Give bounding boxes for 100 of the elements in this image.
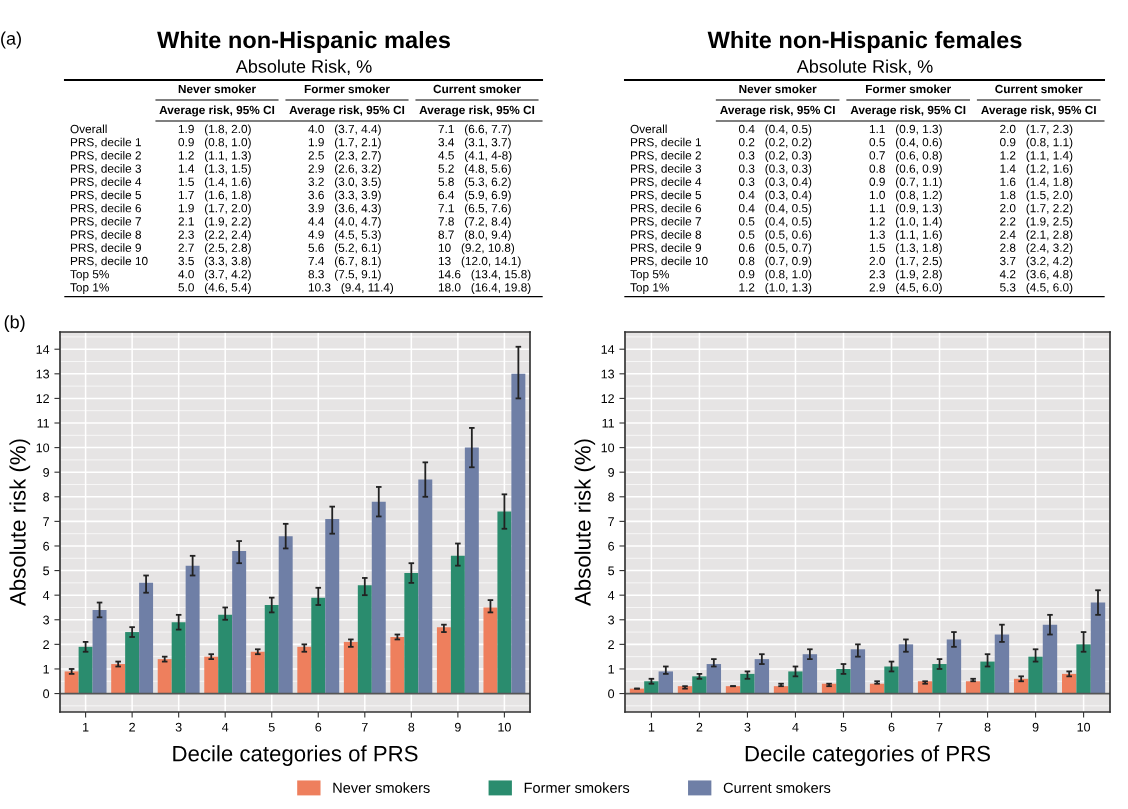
x-axis-title: Decile categories of PRS <box>745 745 990 766</box>
y-tick-label: 13 <box>36 369 50 379</box>
text: 1.9 (1.7, 2.1) <box>308 137 381 149</box>
text: 1.9 (1.8, 2.0) <box>178 124 251 136</box>
text: 4.4 (4.0, 4.7) <box>308 216 381 228</box>
text: 0.9 (0.8, 1.0) <box>178 137 251 149</box>
text: 4.0 (3.7, 4.2) <box>178 269 251 281</box>
text: 0.9 (0.8, 1.0) <box>738 269 812 281</box>
y-tick-label: 11 <box>37 418 49 428</box>
y-tick-label: 3 <box>608 615 615 625</box>
bar <box>185 565 200 694</box>
text: 1.1 (0.9, 1.3) <box>869 203 942 215</box>
category-label: PRS, decile 9 <box>631 243 702 254</box>
category-label: PRS, decile 4 <box>631 177 702 188</box>
x-tick-label: 4 <box>792 722 799 732</box>
text: 14.6 (13.4, 15.8) <box>438 269 531 281</box>
text: (b) <box>4 315 25 332</box>
bar <box>418 479 433 694</box>
text: Average risk, 95% CI <box>981 105 1096 117</box>
bar <box>1042 624 1058 694</box>
bar <box>343 641 358 694</box>
y-tick-label: 12 <box>601 394 614 403</box>
bar <box>497 511 512 694</box>
text: 0.4 (0.4, 0.5) <box>738 203 812 215</box>
category-label: PRS, decile 7 <box>70 216 141 227</box>
bar <box>836 668 851 694</box>
bar <box>802 654 818 694</box>
text: 1.7 (1.6, 1.8) <box>178 190 251 202</box>
text: Average risk, 95% CI <box>419 105 535 117</box>
category-label: PRS, decile 10 <box>70 256 148 267</box>
category-label: Top 1% <box>70 283 109 294</box>
bar <box>325 518 340 694</box>
category-label: PRS, decile 4 <box>70 177 142 188</box>
y-tick-label: 6 <box>43 541 50 551</box>
text: 2.4 (2.1, 2.8) <box>1000 230 1073 242</box>
x-tick-label: 5 <box>268 722 275 732</box>
bar <box>932 664 947 694</box>
bar <box>946 639 962 694</box>
category-label: PRS, decile 8 <box>70 230 142 241</box>
x-tick-label: 10 <box>1077 722 1091 732</box>
text: 7.1 (6.5, 7.6) <box>438 203 511 215</box>
bar <box>994 634 1010 694</box>
bar <box>754 659 770 694</box>
bar <box>740 673 755 694</box>
x-tick-label: 6 <box>888 722 895 732</box>
bar <box>371 501 386 694</box>
y-axis-title: Absolute risk (%) <box>9 439 31 606</box>
text: 1.0 (0.8, 1.2) <box>869 190 942 202</box>
text: Average risk, 95% CI <box>159 105 275 117</box>
category-label: Overall <box>630 124 667 134</box>
y-tick-label: 9 <box>608 467 614 477</box>
text: 1.2 (1.1, 1.3) <box>178 150 251 162</box>
text: White non-Hispanic males <box>157 31 450 53</box>
text: 1.4 (1.3, 1.5) <box>178 164 251 176</box>
text: 2.3 (1.9, 2.8) <box>869 269 942 281</box>
y-axis-title: Absolute risk (%) <box>574 439 596 606</box>
text: 4.2 (3.6, 4.8) <box>999 269 1073 281</box>
text: 10.3 (9.4, 11.4) <box>308 282 394 294</box>
text: 7.1 (6.6, 7.7) <box>438 124 511 136</box>
text: 0.5 (0.5, 0.6) <box>738 230 812 242</box>
bar <box>483 607 498 694</box>
text: Absolute Risk, % <box>235 59 372 75</box>
text: 8.3 (7.5, 9.1) <box>308 269 381 281</box>
bar <box>980 661 995 694</box>
y-tick-label: 5 <box>43 566 50 576</box>
y-tick-label: 7 <box>43 517 49 526</box>
x-tick-label: 2 <box>129 722 135 732</box>
y-tick-label: 14 <box>36 345 50 354</box>
x-tick-label: 9 <box>454 722 461 732</box>
text: White non-Hispanic females <box>707 31 1022 53</box>
text: 0.3 (0.3, 0.3) <box>738 164 812 176</box>
category-label: Overall <box>70 124 107 134</box>
category-label: Former smoker <box>865 84 951 94</box>
y-tick-label: 4 <box>607 591 615 600</box>
text: 4.5 (4.1, 4-8) <box>438 150 512 162</box>
text: 2.9 (4.5, 6.0) <box>869 282 942 294</box>
text: 0.2 (0.2, 0.2) <box>738 137 812 149</box>
x-tick-label: 5 <box>840 722 847 732</box>
x-tick-label: 3 <box>175 722 182 732</box>
x-axis-title: Decile categories of PRS <box>173 745 418 766</box>
text: Average risk, 95% CI <box>850 105 966 117</box>
text: 2.7 (2.5, 2.8) <box>178 243 251 255</box>
bar <box>436 627 451 694</box>
text: 1.5 (1.3, 1.8) <box>869 243 942 255</box>
bar <box>111 664 126 694</box>
y-tick-label: 9 <box>43 467 49 477</box>
x-tick-label: 7 <box>936 722 943 732</box>
category-label: PRS, decile 2 <box>631 150 701 161</box>
text: 0.4 (0.3, 0.4) <box>738 190 812 202</box>
category-label: PRS, decile 3 <box>70 164 142 175</box>
category-label: PRS, decile 1 <box>631 137 701 148</box>
y-tick-label: 10 <box>601 443 615 453</box>
category-label: PRS, decile 2 <box>70 150 141 161</box>
bar <box>357 585 372 694</box>
text: 6.4 (5.9, 6.9) <box>438 190 511 202</box>
category-label: PRS, decile 5 <box>70 190 142 201</box>
text: 8.7 (8.0, 9.4) <box>438 230 511 242</box>
category-label: Current smoker <box>433 84 521 94</box>
y-tick-label: 4 <box>42 591 50 600</box>
text: 3.7 (3.2, 4.2) <box>1000 256 1073 268</box>
